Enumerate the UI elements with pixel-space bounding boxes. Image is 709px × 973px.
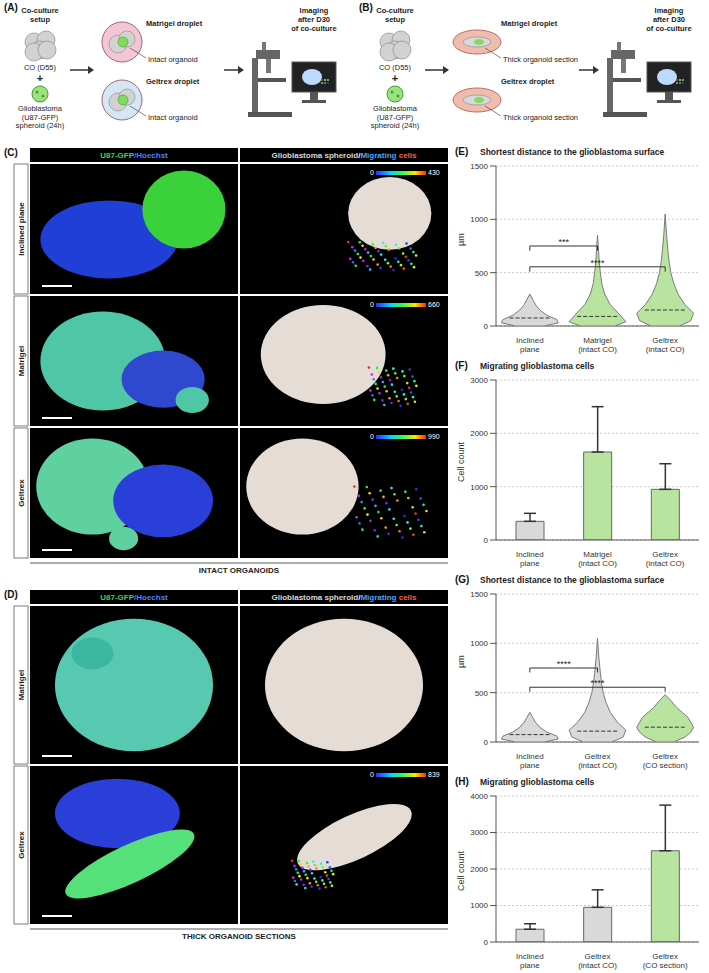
svg-text:Geltrex: Geltrex bbox=[17, 831, 26, 859]
svg-text:+: + bbox=[37, 72, 43, 84]
svg-text:839: 839 bbox=[428, 771, 440, 778]
html-text:(E): (E) bbox=[455, 146, 469, 157]
svg-text:3000: 3000 bbox=[470, 828, 488, 837]
svg-text:430: 430 bbox=[428, 169, 440, 176]
svg-text:0: 0 bbox=[484, 938, 489, 947]
svg-text:Inclinedplane: Inclinedplane bbox=[516, 336, 544, 354]
svg-text:3000: 3000 bbox=[470, 376, 488, 385]
svg-text:1000: 1000 bbox=[470, 901, 488, 910]
svg-text:0: 0 bbox=[484, 536, 489, 545]
svg-text:µm: µm bbox=[456, 233, 466, 246]
svg-text:Geltrex(intact CO): Geltrex(intact CO) bbox=[646, 550, 685, 568]
svg-text:Inclinedplane: Inclinedplane bbox=[516, 550, 544, 568]
svg-text:1000: 1000 bbox=[470, 215, 488, 224]
svg-text:0: 0 bbox=[484, 738, 489, 747]
svg-text:****: **** bbox=[557, 659, 572, 669]
html-text:Shortest distance to the gliob: Shortest distance to the glioblastoma su… bbox=[480, 147, 665, 157]
svg-text:0: 0 bbox=[370, 169, 374, 176]
svg-text:U87-GFP/Hoechst: U87-GFP/Hoechst bbox=[100, 151, 168, 160]
svg-text:Matrigel(intact CO): Matrigel(intact CO) bbox=[578, 550, 617, 568]
svg-text:500: 500 bbox=[475, 269, 489, 278]
svg-text:THICK ORGANOID SECTIONS: THICK ORGANOID SECTIONS bbox=[182, 932, 296, 941]
svg-text:Geltrex droplet: Geltrex droplet bbox=[146, 77, 200, 86]
html-text:Shortest distance to the gliob: Shortest distance to the glioblastoma su… bbox=[480, 575, 665, 585]
svg-text:990: 990 bbox=[428, 433, 440, 440]
html-text:Migrating glioblastoma cells: Migrating glioblastoma cells bbox=[480, 777, 595, 787]
svg-text:Matrigel: Matrigel bbox=[17, 346, 26, 377]
svg-text:Intact organoid: Intact organoid bbox=[148, 113, 198, 122]
svg-text:2000: 2000 bbox=[470, 429, 488, 438]
svg-text:after D30: after D30 bbox=[653, 15, 685, 24]
svg-text:Imaging: Imaging bbox=[300, 6, 329, 15]
svg-text:U87-GFP/Hoechst: U87-GFP/Hoechst bbox=[100, 593, 168, 602]
svg-text:2000: 2000 bbox=[470, 865, 488, 874]
svg-text:Geltrex(intact CO): Geltrex(intact CO) bbox=[646, 336, 685, 354]
svg-text:***: *** bbox=[558, 237, 569, 247]
svg-text:spheroid (24h): spheroid (24h) bbox=[371, 121, 420, 130]
svg-text:Matrigel droplet: Matrigel droplet bbox=[501, 19, 558, 28]
svg-text:(U87-GFP): (U87-GFP) bbox=[376, 112, 414, 122]
svg-text:Glioblastoma spheroid/Migratin: Glioblastoma spheroid/Migrating cells bbox=[272, 151, 417, 160]
svg-text:(A): (A) bbox=[4, 2, 18, 13]
svg-text:Inclinedplane: Inclinedplane bbox=[516, 952, 544, 970]
html-text:(H): (H) bbox=[455, 776, 469, 787]
svg-text:spheroid (24h): spheroid (24h) bbox=[16, 121, 65, 130]
svg-text:500: 500 bbox=[475, 689, 489, 698]
svg-text:Geltrex(CO section): Geltrex(CO section) bbox=[643, 952, 688, 970]
svg-text:0: 0 bbox=[370, 771, 374, 778]
svg-text:(U87-GFP): (U87-GFP) bbox=[21, 112, 59, 122]
svg-text:Imaging: Imaging bbox=[655, 6, 684, 15]
svg-text:CO (D55): CO (D55) bbox=[24, 63, 57, 72]
svg-text:Glioblastoma spheroid/Migratin: Glioblastoma spheroid/Migrating cells bbox=[272, 593, 417, 602]
svg-text:Glioblastoma: Glioblastoma bbox=[373, 104, 417, 113]
html-text:(G): (G) bbox=[455, 574, 470, 585]
html-text:Migrating glioblastoma cells: Migrating glioblastoma cells bbox=[480, 361, 595, 371]
svg-text:Co-culture: Co-culture bbox=[376, 6, 414, 15]
svg-text:Glioblastoma: Glioblastoma bbox=[18, 104, 62, 113]
svg-text:Thick organoid section: Thick organoid section bbox=[503, 113, 578, 122]
svg-text:660: 660 bbox=[428, 301, 440, 308]
svg-text:+: + bbox=[392, 72, 398, 84]
svg-text:(D): (D) bbox=[4, 589, 18, 600]
svg-text:Geltrex(CO section): Geltrex(CO section) bbox=[643, 752, 688, 770]
svg-text:0: 0 bbox=[370, 301, 374, 308]
svg-text:after D30: after D30 bbox=[298, 15, 330, 24]
svg-text:Inclined plane: Inclined plane bbox=[17, 202, 26, 256]
svg-text:Geltrex: Geltrex bbox=[17, 479, 26, 507]
svg-text:(B): (B) bbox=[359, 2, 373, 13]
svg-text:1000: 1000 bbox=[470, 639, 488, 648]
svg-text:µm: µm bbox=[456, 655, 466, 668]
svg-text:Inclinedplane: Inclinedplane bbox=[516, 752, 544, 770]
svg-text:setup: setup bbox=[30, 15, 50, 24]
svg-text:Matrigel droplet: Matrigel droplet bbox=[146, 19, 203, 28]
svg-text:Intact organoid: Intact organoid bbox=[148, 55, 198, 64]
svg-text:of co-culture: of co-culture bbox=[291, 24, 336, 33]
svg-text:Geltrex(intact CO): Geltrex(intact CO) bbox=[578, 752, 617, 770]
svg-text:1000: 1000 bbox=[470, 483, 488, 492]
html-text:(F): (F) bbox=[455, 360, 468, 371]
svg-text:Geltrex(intact CO): Geltrex(intact CO) bbox=[578, 952, 617, 970]
svg-text:INTACT ORGANOIDS: INTACT ORGANOIDS bbox=[199, 566, 280, 575]
svg-text:Cell count: Cell count bbox=[456, 850, 466, 891]
svg-text:1500: 1500 bbox=[470, 162, 488, 171]
svg-text:0: 0 bbox=[370, 433, 374, 440]
svg-text:1500: 1500 bbox=[470, 590, 488, 599]
svg-text:Co-culture: Co-culture bbox=[21, 6, 59, 15]
svg-text:Cell count: Cell count bbox=[456, 441, 466, 482]
svg-text:Thick organoid section: Thick organoid section bbox=[503, 55, 578, 64]
svg-text:of co-culture: of co-culture bbox=[646, 24, 691, 33]
svg-text:****: **** bbox=[590, 258, 605, 268]
svg-text:0: 0 bbox=[484, 322, 489, 331]
svg-text:Geltrex droplet: Geltrex droplet bbox=[501, 77, 555, 86]
svg-text:Matrigel: Matrigel bbox=[17, 670, 26, 701]
svg-text:Matrigel(intact CO): Matrigel(intact CO) bbox=[578, 336, 617, 354]
svg-text:4000: 4000 bbox=[470, 792, 488, 801]
svg-text:(C): (C) bbox=[4, 147, 18, 158]
svg-text:CO (D55): CO (D55) bbox=[379, 63, 412, 72]
svg-text:****: **** bbox=[590, 678, 605, 688]
svg-text:setup: setup bbox=[385, 15, 405, 24]
